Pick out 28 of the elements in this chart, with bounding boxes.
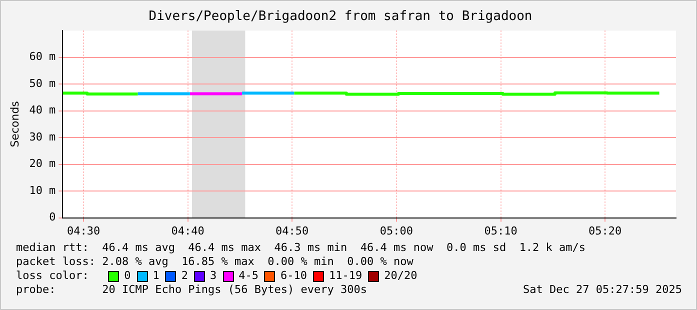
text: packet loss: 2.08 % avg 16.85 % max 0.00 % min 0.00 % now <box>16 255 414 269</box>
text: 11-19 <box>328 269 362 283</box>
x-tick-label: 05:10 <box>484 224 518 238</box>
text: 3 <box>210 269 217 283</box>
y-tick-label: 10 m <box>29 184 56 197</box>
y-tick-label: 20 m <box>29 157 56 170</box>
text: Sat Dec 27 05:27:59 2025 <box>523 283 682 297</box>
text: 1 <box>152 269 160 283</box>
x-tick-label: 04:50 <box>276 224 309 238</box>
text: 20/20 <box>384 269 418 283</box>
y-tick-label: 50 m <box>29 76 56 90</box>
x-tick-label: 04:30 <box>66 224 100 238</box>
x-tick-label: 05:20 <box>588 224 622 238</box>
text: loss color: <box>16 269 90 283</box>
text: 4-5 <box>238 269 258 283</box>
chart-title: Divers/People/Brigadoon2 from safran to Brigadoon <box>148 9 532 24</box>
x-tick-label: 04:40 <box>171 224 204 238</box>
y-tick-label: 0 <box>49 210 56 224</box>
y-axis-title: Seconds <box>8 100 22 148</box>
x-tick-label: 05:00 <box>380 224 414 238</box>
text: 0 <box>124 269 131 283</box>
text: 6-10 <box>280 269 307 283</box>
y-tick-label: 30 m <box>29 130 56 144</box>
text: median rtt: 46.4 ms avg 46.4 ms max 46.3 ms min 46.4 ms now 0.0 ms sd 1.2 k am/s <box>16 241 587 255</box>
text: probe: 20 ICMP Echo Pings (56 Bytes) every 300s <box>16 283 367 297</box>
y-tick-label: 60 m <box>29 50 56 64</box>
text: 2 <box>181 269 188 283</box>
y-tick-label: 40 m <box>29 104 56 117</box>
